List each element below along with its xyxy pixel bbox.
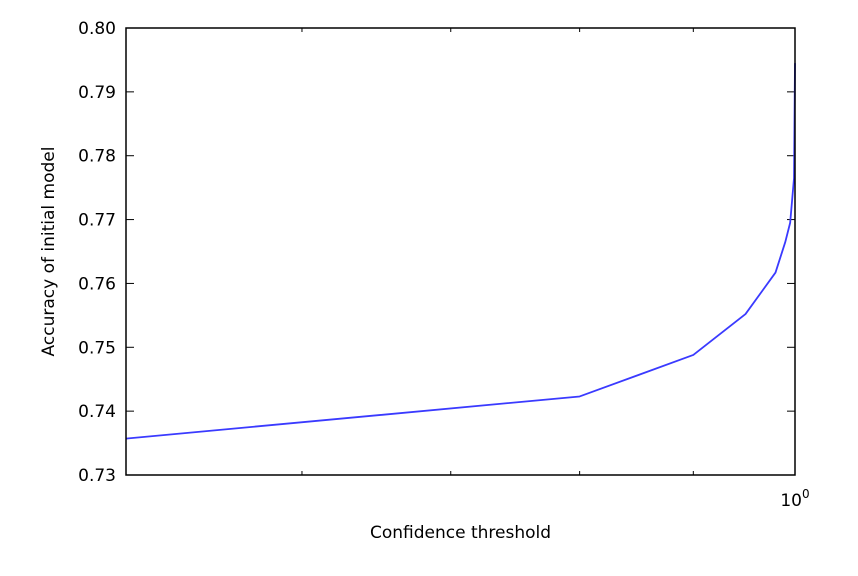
y-axis-label: Accuracy of initial model <box>39 147 59 357</box>
plot-frame <box>125 27 796 476</box>
tick-labels: 0.73 0.74 0.75 0.76 0.77 0.78 0.79 0.80 100 <box>78 19 810 511</box>
y-tick-label: 0.76 <box>78 274 116 294</box>
y-tick-label: 0.77 <box>78 211 116 231</box>
x-tick-label: 100 <box>780 487 809 511</box>
y-tick-label: 0.75 <box>78 338 116 358</box>
y-tick-label: 0.73 <box>78 466 116 486</box>
x-axis-label: Confidence threshold <box>370 523 551 543</box>
series-line <box>125 63 796 440</box>
y-tick-label: 0.74 <box>78 402 116 422</box>
series-layer <box>125 63 796 440</box>
y-tick-label: 0.78 <box>78 147 116 167</box>
y-tick-label: 0.79 <box>78 83 116 103</box>
y-tick-label: 0.80 <box>78 19 116 39</box>
